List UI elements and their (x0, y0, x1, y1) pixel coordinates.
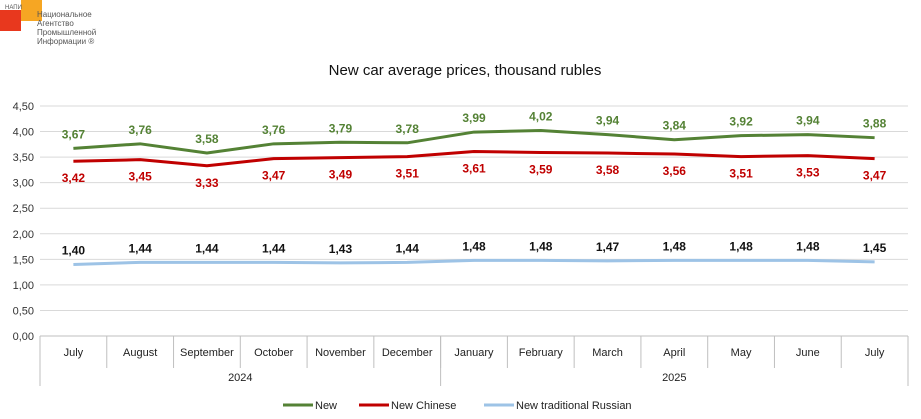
data-label: 1,43 (329, 242, 353, 256)
x-tick-label: July (64, 347, 84, 359)
x-tick-label: June (796, 347, 820, 359)
data-label: 3,76 (262, 123, 286, 137)
legend-label: New (315, 400, 337, 412)
x-tick-label: August (123, 347, 157, 359)
data-label: 4,02 (529, 110, 553, 124)
x-tick-label: November (315, 347, 366, 359)
logo-line-3: Промышленной (37, 28, 96, 37)
year-label: 2025 (662, 372, 686, 384)
data-label: 3,47 (863, 169, 887, 183)
x-tick-label: October (254, 347, 293, 359)
data-label: 1,48 (529, 239, 553, 253)
y-axis: 0,00 0,50 1,00 1,50 2,00 2,50 3,00 3,50 4,00 4,50 (13, 101, 34, 343)
x-tick-label: July (865, 347, 885, 359)
series-line (73, 149, 875, 168)
data-label: 1,44 (396, 241, 420, 255)
logo-orange-square (21, 0, 42, 21)
logo-abbr: НАПИ (5, 5, 22, 11)
data-label: 3,61 (462, 161, 486, 175)
data-label: 1,47 (596, 240, 620, 254)
data-label: 3,94 (796, 114, 820, 128)
y-tick-label: 1,50 (13, 254, 34, 266)
data-label: 3,51 (396, 167, 420, 181)
legend: New New Chinese New traditional Russian (283, 400, 632, 412)
legend-label: New Chinese (391, 400, 456, 412)
x-tick-label: January (454, 347, 494, 359)
data-labels: 3,67 3,76 3,58 3,76 3,79 3,78 3,99 4,02 3,94 3,84… (62, 110, 887, 258)
y-tick-label: 0,50 (13, 305, 34, 317)
data-label: 3,94 (596, 114, 620, 128)
legend-label: New traditional Russian (516, 400, 632, 412)
x-axis: July August September October November Decemb… (39, 336, 909, 386)
x-tick-label: May (731, 347, 752, 359)
data-label: 3,58 (195, 132, 219, 146)
series-line (73, 258, 875, 266)
chart-title: New car average prices, thousand rubles (329, 62, 602, 79)
data-label: 3,84 (663, 119, 687, 133)
y-tick-label: 2,00 (13, 229, 34, 241)
data-label: 3,47 (262, 169, 286, 183)
data-label: 1,44 (262, 241, 286, 255)
x-tick-label: March (592, 347, 623, 359)
data-label: 1,48 (729, 239, 753, 253)
data-label: 1,48 (796, 239, 820, 253)
data-label: 3,53 (796, 166, 820, 180)
data-label: 3,45 (128, 170, 152, 184)
x-tick-label: December (382, 347, 433, 359)
data-label: 3,51 (729, 167, 753, 181)
y-tick-label: 3,00 (13, 178, 34, 190)
data-label: 3,76 (128, 123, 152, 137)
data-label: 3,78 (396, 122, 420, 136)
year-label: 2024 (228, 372, 252, 384)
y-tick-label: 4,50 (13, 101, 34, 113)
y-tick-label: 0,00 (13, 331, 34, 343)
logo-line-1: Национальное (37, 10, 92, 19)
logo-line-4: Информации ® (37, 37, 94, 46)
logo-line-2: Агентство (37, 19, 74, 28)
data-label: 3,33 (195, 176, 219, 190)
logo-red-square (0, 10, 21, 31)
series (73, 129, 875, 266)
y-tick-label: 2,50 (13, 203, 34, 215)
x-tick-label: February (519, 347, 564, 359)
y-tick-label: 1,00 (13, 280, 34, 292)
y-tick-label: 4,00 (13, 127, 34, 139)
data-label: 3,88 (863, 117, 887, 131)
data-label: 3,99 (462, 111, 486, 125)
x-tick-label: September (180, 347, 234, 359)
data-label: 3,59 (529, 163, 553, 177)
data-label: 3,49 (329, 168, 353, 182)
y-tick-label: 3,50 (13, 152, 34, 164)
x-tick-label: April (663, 347, 685, 359)
data-label: 3,67 (62, 127, 86, 141)
data-label: 1,45 (863, 241, 887, 255)
data-label: 1,44 (128, 241, 152, 255)
series-line (73, 129, 875, 155)
data-label: 1,44 (195, 241, 219, 255)
data-label: 1,48 (663, 239, 687, 253)
data-label: 3,92 (729, 115, 753, 129)
gridlines (40, 105, 908, 337)
data-label: 1,40 (62, 243, 86, 257)
logo: НАПИ Национальное Агентство Промышленной… (0, 0, 96, 46)
data-label: 3,79 (329, 121, 353, 135)
data-label: 1,48 (462, 239, 486, 253)
data-label: 3,56 (663, 164, 687, 178)
data-label: 3,42 (62, 171, 86, 185)
data-label: 3,58 (596, 163, 620, 177)
